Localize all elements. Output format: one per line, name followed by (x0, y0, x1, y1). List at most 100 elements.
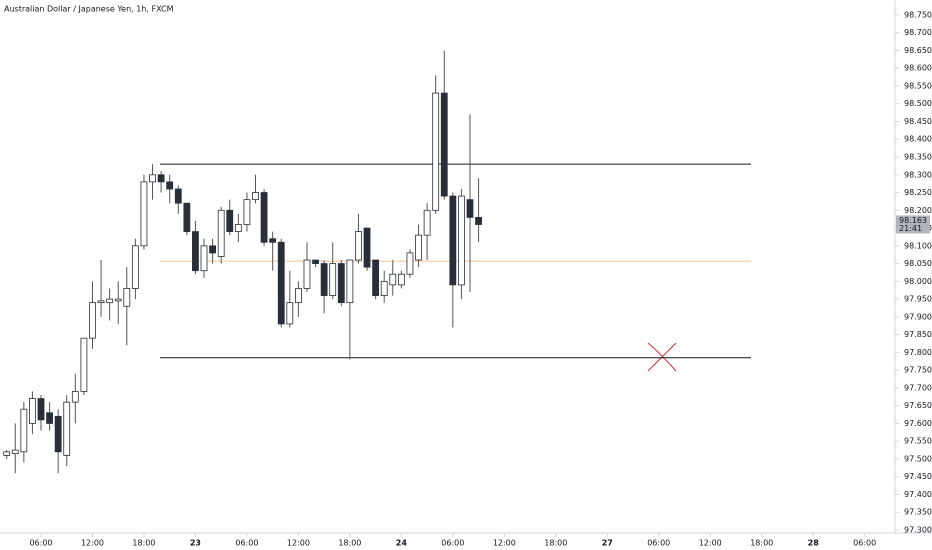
candle-body (114, 298, 122, 302)
x-tick-label: 18:00 (544, 539, 567, 548)
y-tick-label: 97.550 (904, 437, 932, 446)
x-tick-label: 06:00 (235, 539, 258, 548)
candle-body (123, 288, 131, 307)
x-tick-label: 06:00 (29, 539, 52, 548)
candle-body (337, 263, 345, 304)
candle-body (440, 92, 448, 197)
candle-body (243, 199, 251, 225)
y-tick-label: 97.700 (904, 383, 932, 392)
x-tick-label: 18:00 (338, 539, 361, 548)
candle-body (174, 188, 182, 204)
candle-body (234, 224, 242, 233)
candle-body (380, 280, 388, 296)
candle-body (449, 195, 457, 286)
y-tick-label: 98.350 (904, 153, 932, 162)
y-tick-label: 98.400 (904, 135, 932, 144)
y-tick-label: 98.200 (904, 206, 932, 215)
candle-body (131, 245, 139, 289)
x-tick-label: 12:00 (287, 539, 310, 548)
x-tick-label: 27 (602, 539, 613, 548)
x-tick-label: 23 (190, 539, 201, 548)
candle-body (80, 337, 88, 392)
y-tick-label: 98.450 (904, 117, 932, 126)
candle-body (11, 449, 19, 455)
candle-body (363, 227, 371, 268)
y-tick-label: 98.250 (904, 188, 932, 197)
candle-body (46, 412, 53, 424)
candle-body (200, 245, 208, 272)
candle-body (277, 241, 285, 325)
y-tick-label: 97.900 (904, 312, 932, 321)
candle-body (71, 391, 79, 403)
y-tick-label: 98.100 (904, 241, 932, 250)
countdown-label: 21:41 (899, 224, 922, 233)
candle-body (183, 202, 191, 233)
x-tick-label: 12:00 (699, 539, 722, 548)
candle-body (54, 415, 62, 453)
y-tick-label: 97.300 (904, 526, 932, 535)
candle-body (166, 181, 174, 190)
candle-body (372, 259, 380, 296)
candle-body (269, 238, 277, 243)
x-tick-label: 24 (396, 539, 408, 548)
y-tick-label: 97.850 (904, 330, 932, 339)
red-cross (647, 342, 677, 372)
chart-title: Australian Dollar / Japanese Yen, 1h, FX… (4, 5, 174, 14)
candle-body (63, 401, 71, 456)
candle-body (466, 199, 474, 218)
y-tick-label: 97.750 (904, 366, 932, 375)
candle-body (475, 216, 482, 225)
x-tick-label: 06:00 (441, 539, 464, 548)
candle-body (192, 231, 199, 272)
y-tick-label: 98.700 (904, 28, 932, 37)
x-tick-label: 12:00 (493, 539, 516, 548)
candle-body (29, 398, 36, 424)
candle-body (157, 174, 165, 183)
candle-body (37, 398, 45, 421)
candle-body (89, 302, 96, 339)
candle-body (260, 192, 268, 243)
candle-body (346, 259, 354, 304)
last-price-label: 98.163 (899, 216, 927, 225)
candle-body (286, 302, 294, 325)
y-tick-label: 97.950 (904, 295, 932, 304)
y-tick-label: 98.000 (904, 277, 932, 286)
candle-body (294, 288, 302, 304)
y-tick-label: 98.650 (904, 46, 932, 55)
candle-body (106, 298, 114, 304)
x-tick-label: 06:00 (647, 539, 670, 548)
candle-body (97, 300, 105, 304)
x-tick-label: 18:00 (132, 539, 155, 548)
candle-body (423, 209, 431, 236)
x-tick-label: 06:00 (853, 539, 876, 548)
candle-body (217, 209, 225, 257)
y-tick-label: 97.350 (904, 508, 932, 517)
candle-body (458, 195, 465, 286)
candle-body (149, 174, 156, 183)
candle-body (329, 263, 337, 296)
candle-body (397, 273, 405, 286)
y-tick-label: 98.750 (904, 10, 932, 19)
y-tick-label: 97.800 (904, 348, 932, 357)
candle-body (389, 273, 397, 286)
x-tick-label: 12:00 (81, 539, 104, 548)
candle-body (432, 92, 440, 211)
y-tick-label: 98.550 (904, 81, 932, 90)
candle-body (320, 263, 328, 296)
last-price-box (896, 215, 930, 234)
candle-body (303, 259, 311, 289)
candle-body (312, 259, 319, 264)
y-tick-label: 98.050 (904, 259, 932, 268)
x-tick-label: 28 (808, 539, 820, 548)
y-tick-label: 97.650 (904, 401, 932, 410)
candle-body (140, 181, 148, 247)
y-tick-label: 97.600 (904, 419, 932, 428)
candle-body (209, 245, 217, 254)
y-tick-label: 98.300 (904, 170, 932, 179)
candle-body (406, 252, 414, 275)
candle-body (415, 234, 422, 261)
y-tick-label: 97.450 (904, 472, 932, 481)
x-tick-label: 18:00 (750, 539, 773, 548)
candle-body (226, 209, 234, 233)
